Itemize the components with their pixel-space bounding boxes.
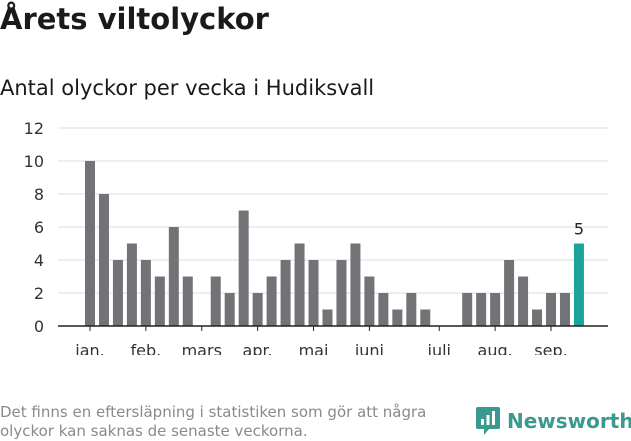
bar bbox=[112, 260, 123, 326]
bar bbox=[182, 276, 193, 326]
bar bbox=[280, 260, 291, 326]
bar bbox=[85, 161, 95, 326]
bar bbox=[210, 276, 221, 326]
bar bbox=[462, 293, 473, 326]
bar-chart: 0 2 4 6 8 10 12 5 jan. feb. mars apr. maj juni juli a… bbox=[24, 119, 608, 355]
x-axis-labels: jan. feb. mars apr. maj juni juli aug. sep. bbox=[74, 326, 568, 355]
data-label: 5 bbox=[574, 220, 584, 239]
bar bbox=[490, 293, 501, 326]
bar bbox=[364, 276, 375, 326]
bar bbox=[126, 243, 137, 326]
bar bbox=[266, 276, 277, 326]
x-tick-label: jan. bbox=[74, 341, 104, 355]
gridlines bbox=[58, 127, 608, 294]
bar bbox=[392, 309, 403, 326]
bar bbox=[154, 276, 165, 326]
newsworthy-logo-icon bbox=[476, 407, 500, 435]
bar bbox=[252, 293, 263, 326]
bar bbox=[546, 293, 557, 326]
y-tick-label: 12 bbox=[24, 119, 44, 138]
bar bbox=[559, 293, 570, 326]
x-tick-label: maj bbox=[299, 341, 329, 355]
x-tick-label: juli bbox=[427, 341, 451, 355]
x-tick-label: mars bbox=[182, 341, 222, 355]
bars: 5 bbox=[85, 161, 584, 326]
bar bbox=[294, 243, 305, 326]
bar bbox=[140, 260, 151, 326]
brand-name: Newsworthy bbox=[507, 409, 631, 433]
bar bbox=[350, 243, 361, 326]
footnote: Det finns en eftersläpning i statistiken… bbox=[0, 403, 427, 440]
bar-highlight bbox=[573, 243, 584, 326]
brand-logo[interactable]: Newsworthy bbox=[475, 406, 631, 436]
bar bbox=[308, 260, 319, 326]
y-tick-label: 2 bbox=[34, 284, 44, 303]
y-tick-label: 4 bbox=[34, 251, 44, 270]
bar bbox=[322, 309, 333, 326]
chart-title: Årets viltolyckor bbox=[0, 2, 269, 36]
y-tick-label: 6 bbox=[34, 218, 44, 237]
y-tick-label: 10 bbox=[24, 152, 44, 171]
bar bbox=[420, 309, 431, 326]
y-tick-label: 8 bbox=[34, 185, 44, 204]
bar bbox=[98, 194, 109, 326]
bar bbox=[378, 293, 389, 326]
chart-subtitle: Antal olyckor per vecka i Hudiksvall bbox=[0, 76, 375, 100]
bar bbox=[168, 227, 179, 326]
y-axis-ticks: 0 2 4 6 8 10 12 bbox=[24, 119, 44, 336]
bar bbox=[504, 260, 515, 326]
x-tick-label: feb. bbox=[131, 341, 162, 355]
x-tick-label: apr. bbox=[243, 341, 273, 355]
bar bbox=[532, 309, 543, 326]
bar bbox=[476, 293, 487, 326]
bar bbox=[406, 293, 417, 326]
bar bbox=[224, 293, 235, 326]
bar bbox=[336, 260, 347, 326]
y-tick-label: 0 bbox=[34, 317, 44, 336]
bar bbox=[238, 210, 249, 326]
bar bbox=[518, 276, 529, 326]
x-tick-label: sep. bbox=[534, 341, 567, 355]
x-tick-label: aug. bbox=[478, 341, 513, 355]
x-tick-label: juni bbox=[354, 341, 384, 355]
